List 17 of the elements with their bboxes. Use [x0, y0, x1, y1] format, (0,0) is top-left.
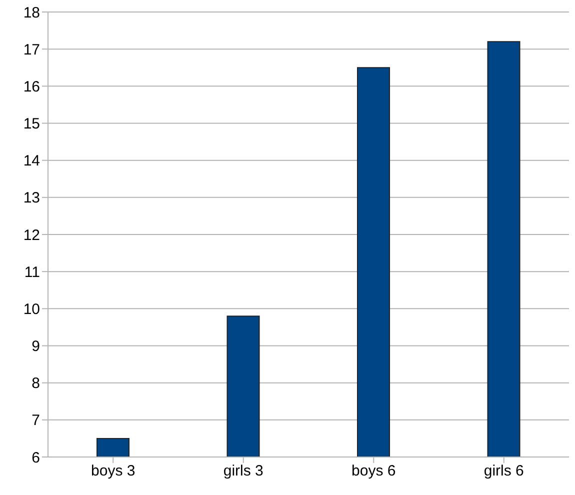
y-tick-label: 13	[23, 190, 40, 207]
y-tick-label: 9	[32, 338, 40, 356]
x-tick-label: boys 6	[352, 462, 396, 480]
x-tick-label: girls 6	[484, 462, 524, 480]
y-tick-label: 6	[32, 449, 40, 466]
y-tick-label: 11	[24, 264, 40, 281]
y-tick-label: 10	[23, 300, 40, 318]
x-tick-label: girls 3	[223, 462, 264, 480]
y-tick-label: 15	[23, 116, 40, 133]
y-tick-label: 14	[23, 152, 40, 170]
y-tick-label: 12	[23, 226, 40, 244]
x-tick-label: boys 3	[91, 462, 136, 480]
y-tick-label: 18	[23, 4, 40, 22]
y-tick-label: 16	[23, 78, 40, 96]
y-tick-label: 17	[23, 41, 40, 58]
y-tick-label: 7	[32, 412, 40, 430]
y-tick-label: 8	[32, 375, 40, 392]
